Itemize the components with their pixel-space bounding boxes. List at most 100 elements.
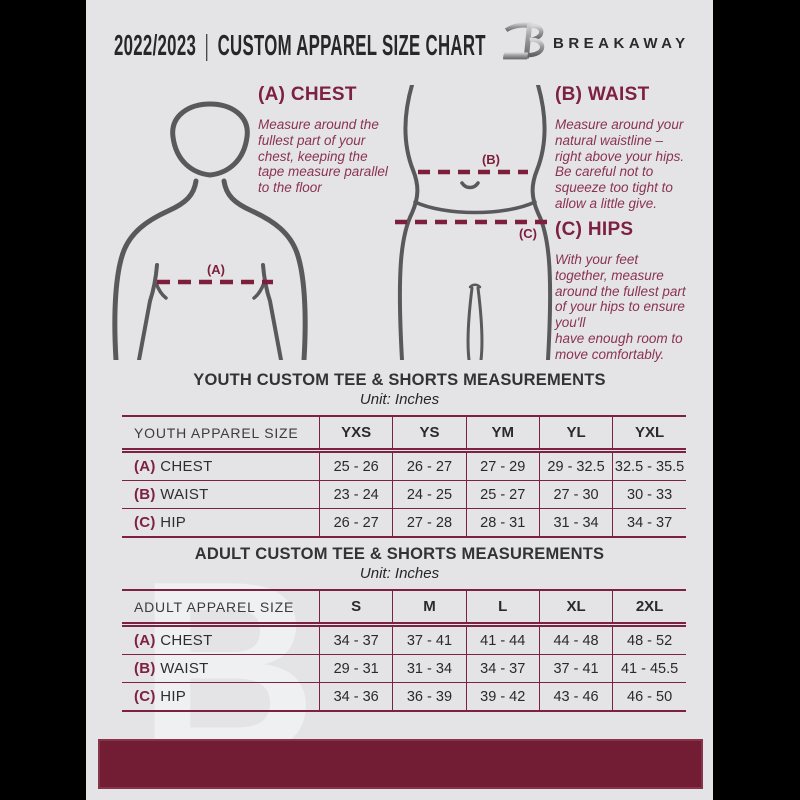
column-header: YL <box>538 416 613 453</box>
chest-heading: (A) CHEST <box>258 84 357 105</box>
title-text: CUSTOM APPAREL SIZE CHART <box>217 29 486 62</box>
torso-figure: (A) <box>112 101 308 360</box>
table-cell: 46 - 50 <box>612 682 686 711</box>
waist-guide: (B) WAIST Measure around your natural wa… <box>555 84 713 212</box>
hips-figure: (B) (C) <box>395 85 553 360</box>
row-label: (A) CHEST <box>122 451 320 481</box>
table-cell: 34 - 36 <box>318 682 393 711</box>
table-row: (C) HIP 26 - 27 27 - 28 28 - 31 31 - 34 … <box>122 508 686 537</box>
breakaway-b-logo-icon <box>503 22 545 60</box>
footer-bar <box>98 739 703 789</box>
hips-marker-label: (C) <box>519 226 537 241</box>
row-label: (C) HIP <box>122 508 320 537</box>
chest-guide: (A) CHEST Measure around the fullest par… <box>258 84 458 196</box>
table-row: (A) CHEST 34 - 37 37 - 41 41 - 44 44 - 4… <box>122 624 686 655</box>
hips-text-line: you'll <box>555 315 586 331</box>
waist-text-line: Measure around your <box>555 117 684 132</box>
chest-text-line: chest, keeping the <box>258 148 368 164</box>
column-header: ADULT APPAREL SIZE <box>122 590 320 627</box>
table-row: (B) WAIST 23 - 24 24 - 25 25 - 27 27 - 3… <box>122 480 686 509</box>
table-cell: 36 - 39 <box>392 682 467 711</box>
table-cell: 31 - 34 <box>538 508 613 537</box>
table-cell: 34 - 37 <box>612 508 686 537</box>
table-cell: 32.5 - 35.5 <box>612 450 686 481</box>
table-cell: 39 - 42 <box>465 682 540 711</box>
waist-text-line: allow a little give. <box>555 195 658 211</box>
table-cell: 27 - 29 <box>465 450 540 481</box>
column-header: L <box>465 590 540 627</box>
row-label: (B) WAIST <box>122 480 320 509</box>
row-prefix: (B) <box>134 660 156 677</box>
waist-text-line: right above your hips. <box>555 148 685 164</box>
hips-text-line: around the fullest part <box>555 283 686 299</box>
row-label-text: WAIST <box>160 486 209 503</box>
table-row: (B) WAIST 29 - 31 31 - 34 34 - 37 37 - 4… <box>122 654 686 683</box>
row-prefix: (A) <box>134 632 156 649</box>
title-separator: | <box>204 29 210 62</box>
row-label-text: CHEST <box>160 458 213 475</box>
table-cell: 28 - 31 <box>465 508 540 537</box>
adult-size-table: ADULT APPAREL SIZE S M L XL 2XL (A) CHES… <box>122 589 686 712</box>
table-cell: 34 - 37 <box>318 624 393 655</box>
chest-text-line: fullest part of your <box>258 132 366 148</box>
table-cell: 37 - 41 <box>538 654 613 683</box>
brand-wordmark: BREAKAWAY <box>553 35 690 52</box>
table-cell: 31 - 34 <box>392 654 467 683</box>
table-cell: 27 - 30 <box>538 480 613 509</box>
row-label: (B) WAIST <box>122 654 320 683</box>
waist-text-line: squeeze too tight to <box>555 180 673 196</box>
youth-size-table: YOUTH APPAREL SIZE YXS YS YM YL YXL (A) … <box>122 415 686 538</box>
table-cell: 41 - 44 <box>465 624 540 655</box>
row-prefix: (B) <box>134 486 156 503</box>
youth-table-unit: Unit: Inches <box>359 391 440 408</box>
table-header-row: ADULT APPAREL SIZE S M L XL 2XL <box>122 590 686 627</box>
row-label-text: WAIST <box>160 660 209 677</box>
waist-marker-label: (B) <box>482 152 500 167</box>
youth-table-section: YOUTH CUSTOM TEE & SHORTS MEASUREMENTS U… <box>86 371 713 538</box>
table-cell: 34 - 37 <box>465 654 540 683</box>
table-cell: 30 - 33 <box>612 480 686 509</box>
table-cell: 29 - 32.5 <box>538 450 613 481</box>
column-header: YS <box>392 416 467 453</box>
document-title: 2022/2023 | CUSTOM APPAREL SIZE CHART <box>114 29 486 62</box>
hips-text-line: of your hips to ensure <box>555 299 685 315</box>
chest-marker-label: (A) <box>207 262 225 277</box>
table-cell: 25 - 27 <box>465 480 540 509</box>
hips-text-line: have enough room to <box>555 330 683 346</box>
hips-text-line: With your feet <box>555 252 639 267</box>
table-cell: 44 - 48 <box>538 624 613 655</box>
column-header: YOUTH APPAREL SIZE <box>122 416 320 453</box>
chest-text-line: to the floor <box>258 180 322 196</box>
table-row: (A) CHEST 25 - 26 26 - 27 27 - 29 29 - 3… <box>122 450 686 481</box>
waist-text-line: natural waistline – <box>555 132 664 148</box>
table-cell: 43 - 46 <box>538 682 613 711</box>
column-header: YXL <box>612 416 686 453</box>
table-cell: 41 - 45.5 <box>612 654 686 683</box>
hips-guide: (C) HIPS With your feet together, measur… <box>555 219 713 363</box>
chest-text-line: Measure around the <box>258 117 379 132</box>
column-header: M <box>392 590 467 627</box>
table-cell: 23 - 24 <box>318 480 393 509</box>
table-cell: 27 - 28 <box>392 508 467 537</box>
waist-heading: (B) WAIST <box>555 84 650 105</box>
row-label-text: HIP <box>160 514 187 531</box>
column-header: 2XL <box>612 590 686 627</box>
youth-table-title: YOUTH CUSTOM TEE & SHORTS MEASUREMENTS <box>193 371 606 389</box>
adult-table-unit: Unit: Inches <box>359 565 440 582</box>
hips-text-line: together, measure <box>555 267 664 283</box>
chest-text-line: tape measure parallel <box>258 164 388 180</box>
column-header: YXS <box>318 416 393 453</box>
table-cell: 29 - 31 <box>318 654 393 683</box>
row-label-text: CHEST <box>160 632 213 649</box>
table-cell: 26 - 27 <box>318 508 393 537</box>
table-header-row: YOUTH APPAREL SIZE YXS YS YM YL YXL <box>122 416 686 453</box>
row-prefix: (C) <box>134 514 156 531</box>
table-cell: 37 - 41 <box>392 624 467 655</box>
row-label: (A) CHEST <box>122 625 320 655</box>
table-cell: 48 - 52 <box>612 624 686 655</box>
waist-text-line: Be careful not to <box>555 164 654 180</box>
column-header: S <box>318 590 393 627</box>
row-label-text: HIP <box>160 688 187 705</box>
table-cell: 25 - 26 <box>318 450 393 481</box>
